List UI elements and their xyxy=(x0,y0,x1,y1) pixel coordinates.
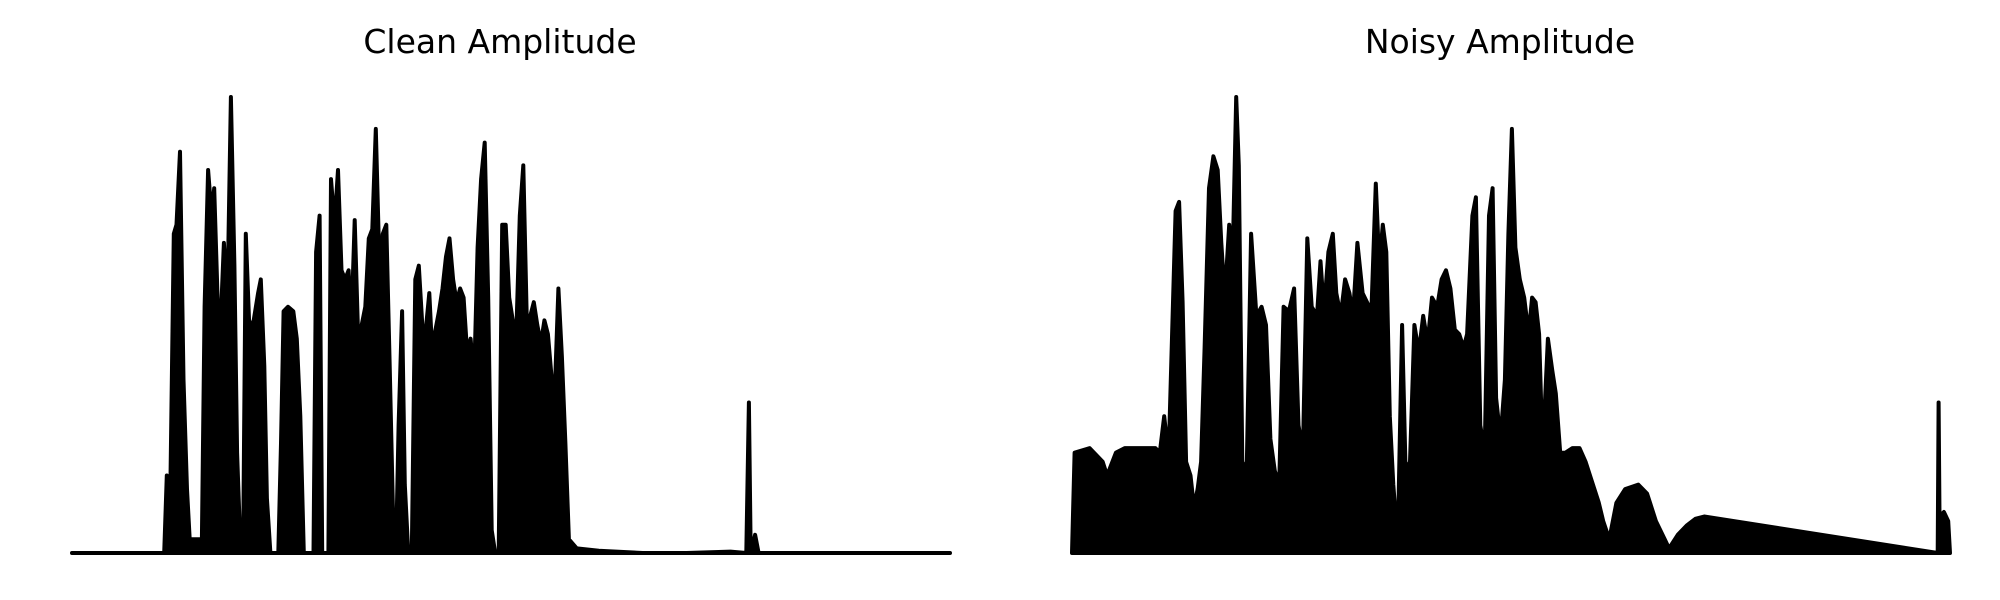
chart-title: Clean Amplitude xyxy=(363,22,637,61)
clean-amplitude-panel: Clean Amplitude xyxy=(70,22,952,555)
noisy-amplitude-plot xyxy=(1070,95,1952,555)
clean-amplitude-plot xyxy=(70,95,952,555)
amplitude-envelope xyxy=(1070,95,1952,555)
chart-title: Noisy Amplitude xyxy=(1364,22,1636,61)
noisy-amplitude-panel: Noisy Amplitude xyxy=(1000,0,2000,600)
amplitude-envelope xyxy=(70,95,952,555)
